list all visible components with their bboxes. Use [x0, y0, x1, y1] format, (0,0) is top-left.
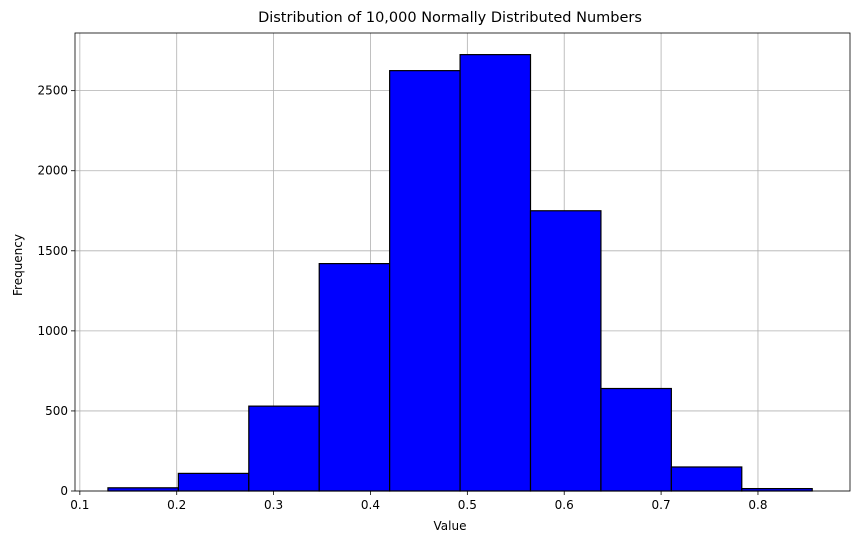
histogram-bars	[107, 54, 813, 492]
x-tick-label: 0.5	[458, 498, 477, 512]
histogram-bar	[248, 405, 320, 492]
histogram-bar	[670, 466, 743, 492]
y-axis-label: Frequency	[11, 234, 25, 296]
x-axis-label: Value	[434, 519, 467, 533]
y-tick-label: 1000	[37, 324, 68, 338]
plot-area-frame	[74, 32, 851, 492]
histogram-bar	[600, 387, 672, 492]
chart-title: Distribution of 10,000 Normally Distribu…	[258, 10, 642, 26]
x-tick-label: 0.6	[555, 498, 574, 512]
y-tick-label: 0	[60, 484, 68, 498]
x-tick-label: 0.4	[361, 498, 380, 512]
histogram-bar	[459, 54, 532, 492]
y-tick-label: 500	[45, 404, 68, 418]
histogram-bar	[529, 210, 602, 492]
histogram-bar	[107, 487, 179, 492]
y-tick-label: 1500	[37, 244, 68, 258]
y-axis-ticks: 0 500 1000 1500 2000 2500	[37, 84, 75, 498]
histogram-bar	[318, 263, 391, 492]
x-tick-label: 0.1	[70, 498, 89, 512]
histogram-bar	[177, 472, 250, 492]
y-tick-label: 2500	[37, 84, 68, 98]
x-tick-label: 0.3	[264, 498, 283, 512]
y-tick-label: 2000	[37, 164, 68, 178]
x-axis-ticks: 0.1 0.2 0.3 0.4 0.5 0.6 0.7 0.8	[70, 491, 768, 512]
x-tick-label: 0.2	[167, 498, 186, 512]
x-tick-label: 0.7	[652, 498, 671, 512]
histogram-bar	[389, 70, 461, 492]
x-tick-label: 0.8	[748, 498, 767, 512]
